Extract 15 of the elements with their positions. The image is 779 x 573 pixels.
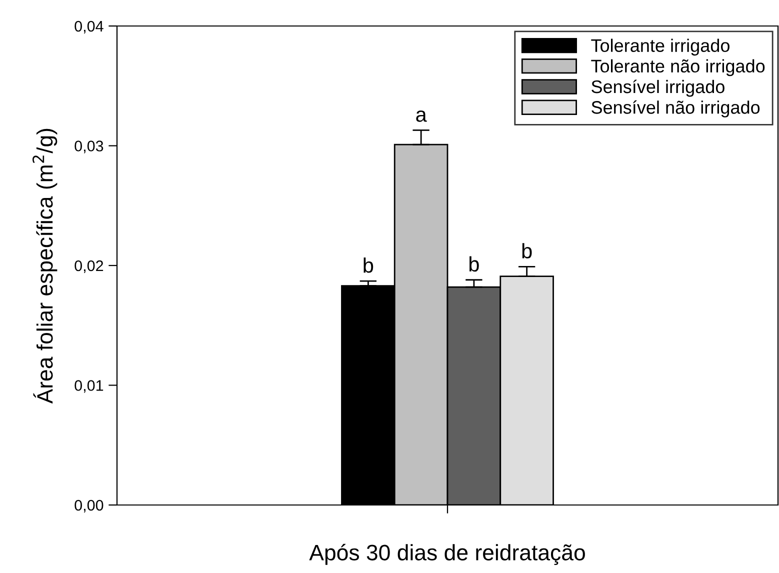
y-tick-label: 0,03 (74, 140, 104, 154)
data-label: b (469, 256, 479, 272)
legend-label: Tolerante não irrigado (591, 59, 765, 76)
data-label: a (416, 110, 427, 122)
x-tick-label: Após 30 dias de reidratação (309, 544, 585, 565)
y-tick-label: 0,00 (74, 500, 104, 512)
y-tick-label: 0,04 (74, 20, 104, 34)
data-label: b (364, 257, 374, 273)
legend-label: Sensível não irrigado (592, 100, 760, 118)
legend-label: Tolerante irrigado (591, 38, 730, 56)
y-axis-title: Área foliar específica (m$^{2}$/g) (32, 128, 58, 404)
y-tick-label: 0,01 (74, 380, 104, 393)
legend-label: Sensível irrigado (592, 80, 724, 97)
y-tick-label: 0,02 (74, 260, 104, 273)
data-label: b (522, 243, 532, 258)
